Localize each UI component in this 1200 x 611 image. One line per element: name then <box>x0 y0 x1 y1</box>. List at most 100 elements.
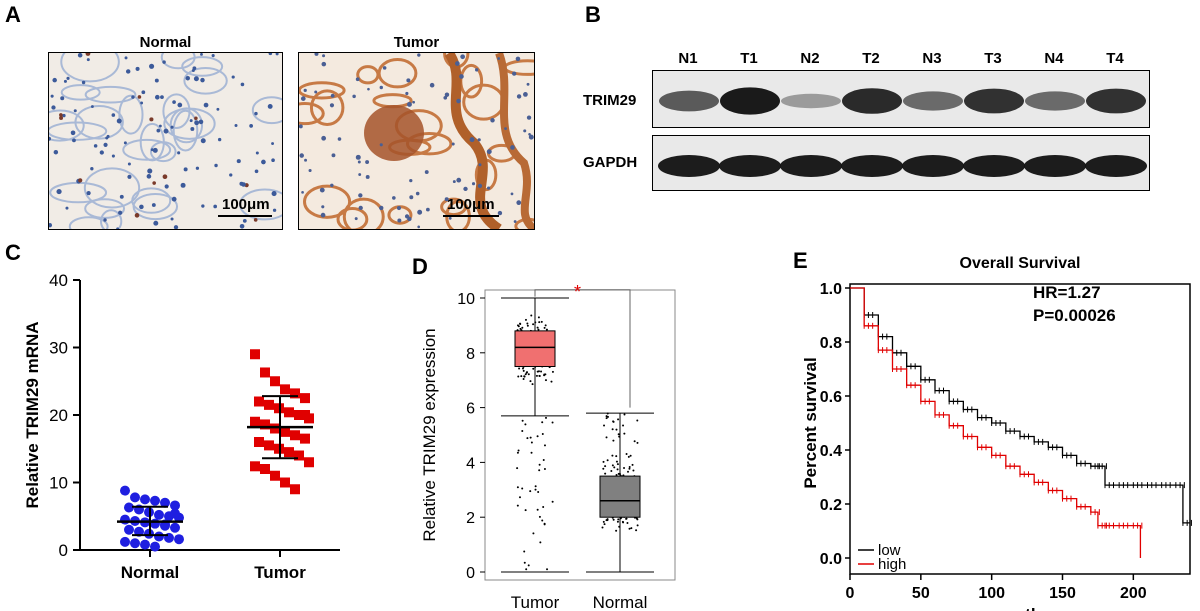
data-point <box>543 468 546 471</box>
survival-curve-high <box>850 287 1142 558</box>
nucleus <box>190 126 195 131</box>
nucleus <box>271 191 277 197</box>
data-point <box>529 380 532 383</box>
nucleus <box>191 68 195 73</box>
data-point <box>543 326 546 329</box>
nucleus <box>86 58 90 62</box>
stained-cluster <box>364 105 424 161</box>
nucleus <box>271 158 275 163</box>
normal-point <box>170 522 180 533</box>
nucleus <box>147 168 153 174</box>
nucleus <box>198 119 204 125</box>
nucleus <box>319 187 325 193</box>
normal-point <box>150 541 160 552</box>
nucleus <box>448 216 452 220</box>
nucleus <box>124 56 128 60</box>
data-point <box>606 415 609 418</box>
trim29-band <box>659 90 719 112</box>
nucleus <box>141 90 146 95</box>
data-point <box>541 421 544 424</box>
nucleus <box>456 177 462 183</box>
data-point <box>612 518 615 521</box>
nucleus <box>452 180 456 184</box>
stained-wall <box>299 101 325 126</box>
chart-title: Overall Survival <box>960 255 1081 272</box>
nucleus <box>151 203 156 207</box>
nucleus <box>337 137 342 141</box>
tumor-point <box>284 407 294 418</box>
alveolus <box>239 188 282 221</box>
data-point <box>520 375 523 378</box>
nucleus <box>78 178 83 183</box>
tumor-point <box>264 399 274 410</box>
data-point <box>636 441 639 444</box>
data-point <box>536 370 539 373</box>
y-tick-label: 20 <box>49 406 68 425</box>
nucleus <box>526 82 530 86</box>
data-point <box>532 323 535 326</box>
nucleus <box>444 92 450 97</box>
normal-point <box>154 509 164 520</box>
nucleus <box>62 113 66 118</box>
nucleus <box>321 61 327 67</box>
lane-label: T1 <box>740 50 758 67</box>
data-point <box>524 423 527 426</box>
data-point <box>517 325 520 328</box>
tumor-tissue-image <box>299 53 534 229</box>
data-point <box>623 432 626 435</box>
data-point <box>544 416 547 419</box>
nucleus <box>152 181 156 185</box>
nucleus <box>267 103 273 109</box>
nucleus <box>229 173 233 177</box>
nucleus <box>77 53 83 58</box>
data-point <box>536 326 539 329</box>
normal-point <box>120 485 130 496</box>
data-point <box>602 467 605 470</box>
nucleus <box>116 118 122 124</box>
data-point <box>516 451 519 454</box>
normal-point <box>140 494 150 505</box>
nucleus <box>162 174 168 180</box>
tumor-point <box>284 447 294 458</box>
gapdh-band <box>719 155 781 177</box>
data-point <box>522 377 525 380</box>
data-point <box>625 452 628 455</box>
nucleus <box>180 182 186 188</box>
lane-label: N2 <box>800 50 820 67</box>
data-point <box>623 466 626 469</box>
trim29-band <box>1086 88 1146 114</box>
nucleus <box>300 96 306 101</box>
nucleus <box>127 162 131 166</box>
alveolus <box>49 121 108 141</box>
x-tick-label: 50 <box>912 585 930 602</box>
gapdh-bands <box>658 155 1147 177</box>
y-tick-label: 4 <box>466 455 475 472</box>
normal-point <box>170 500 180 511</box>
nucleus <box>171 196 177 202</box>
nucleus <box>471 182 476 186</box>
nucleus <box>56 188 62 195</box>
stained-wall <box>377 58 418 89</box>
normal-point <box>120 514 130 525</box>
data-point <box>628 467 631 470</box>
alveolus <box>49 109 85 142</box>
nucleus <box>201 204 205 208</box>
nucleus <box>214 163 218 168</box>
nucleus <box>417 225 421 229</box>
nucleus <box>487 186 491 190</box>
data-point <box>526 371 529 374</box>
data-point <box>542 506 545 509</box>
nucleus <box>475 68 479 72</box>
nucleus <box>382 66 387 70</box>
y-tick-label: 10 <box>49 474 68 493</box>
data-point <box>538 515 541 518</box>
alveolus <box>163 107 216 140</box>
nucleus <box>456 98 461 104</box>
data-point <box>538 321 541 324</box>
nucleus <box>303 88 307 93</box>
nucleus <box>254 111 258 116</box>
data-point <box>541 519 544 522</box>
data-point <box>605 417 608 420</box>
significance-star: * <box>574 282 581 302</box>
nucleus <box>72 138 76 143</box>
